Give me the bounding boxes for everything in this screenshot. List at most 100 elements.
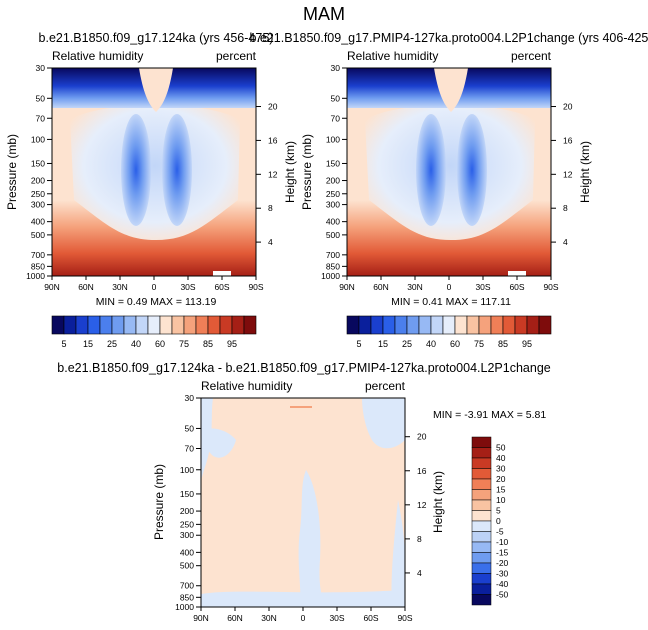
colorbar-label: 20 [496,474,506,484]
colorbar-swatch [471,436,492,448]
colorbar-swatch [382,315,396,335]
colorbar-swatch [111,315,125,335]
colorbar-label: 5 [496,506,501,516]
variable-label: Relative humidity [201,379,292,393]
colorbar-swatch [430,315,444,335]
colorbar-swatch [471,520,492,532]
colorbar-swatch [418,315,432,335]
colorbar-swatch [99,315,113,335]
colorbar-swatch [87,315,101,335]
colorbar-swatch [207,315,221,335]
colorbar-label: 40 [496,453,506,463]
x-axis: 90N 60N 30N 0 30S 60S 90S [339,276,559,292]
colorbar-swatch [471,499,492,511]
height-tick-label: 8 [268,203,273,213]
contour-field [347,68,551,276]
x-axis: 90N 60N 30N 0 30S 60S 90S [193,607,413,623]
pressure-tick-label: 400 [180,547,194,557]
y-axis-right-title: Height (km) [431,471,445,533]
colorbar: 5 15 25 40 60 75 85 95 [51,315,257,349]
y-axis-right-title: Height (km) [578,141,592,203]
height-tick-label: 16 [417,466,427,476]
colorbar-swatch [490,315,504,335]
lat-tick-label: 90S [397,613,412,623]
panel-127ka: b.e21.B1850.f09_g17.PMIP4-127ka.proto004… [249,31,648,349]
colorbar-swatch [406,315,420,335]
colorbar-label: -50 [496,590,509,600]
height-tick-label: 12 [417,500,427,510]
colorbar-swatch [471,478,492,490]
panel-124ka: b.e21.B1850.f09_g17.124ka (yrs 456-475) … [5,31,297,349]
colorbar-swatch [51,315,65,335]
colorbar-swatch [370,315,384,335]
colorbar-label: 60 [450,339,460,349]
colorbar-label: 25 [107,339,117,349]
colorbar-swatch [183,315,197,335]
colorbar-swatch [471,594,492,606]
pressure-tick-label: 100 [180,465,194,475]
colorbar: 5 15 25 40 60 75 85 95 [346,315,552,349]
contour-field [52,68,256,276]
colorbar-label: 25 [402,339,412,349]
height-tick-label: 16 [268,135,278,145]
lat-tick-label: 30S [329,613,344,623]
pressure-tick-label: 300 [31,200,45,210]
y-axis-right: Height (km) 4 8 12 16 20 [551,102,592,247]
negative-region-right-edge [391,500,405,607]
pressure-tick-label: 50 [331,93,341,103]
y-axis-title: Pressure (mb) [5,134,19,210]
pressure-tick-label: 500 [31,230,45,240]
colorbar-swatch [514,315,528,335]
colorbar-label: 10 [496,495,506,505]
colorbar-label: -5 [496,527,504,537]
colorbar-swatch [243,315,257,335]
colorbar-label: 5 [356,339,361,349]
height-tick-label: 4 [563,237,568,247]
pressure-tick-label: 500 [180,561,194,571]
pressure-tick-label: 850 [180,592,194,602]
lat-tick-label: 60S [363,613,378,623]
colorbar-label: 85 [203,339,213,349]
colorbar-swatch [358,315,372,335]
y-axis-right-title: Height (km) [283,141,297,203]
y-axis-title: Pressure (mb) [152,464,166,540]
colorbar-swatch [471,562,492,574]
pressure-tick-label: 300 [326,200,340,210]
colorbar-swatch [123,315,137,335]
colorbar-swatch [471,510,492,522]
colorbar-swatch [471,447,492,459]
pressure-tick-label: 400 [31,217,45,227]
colorbar-swatch [502,315,516,335]
colorbar-label: 5 [61,339,66,349]
colorbar-swatch [135,315,149,335]
variable-label: Relative humidity [52,49,143,63]
dry-subtropics-north [121,114,151,226]
lat-tick-label: 0 [152,282,157,292]
lat-tick-label: 90S [543,282,558,292]
pressure-tick-label: 300 [180,530,194,540]
colorbar-label: 95 [227,339,237,349]
colorbar-swatch [471,573,492,585]
colorbar-label: -40 [496,579,509,589]
height-tick-label: 4 [268,237,273,247]
colorbar-swatch [466,315,480,335]
negative-region-surface [201,590,405,607]
colorbar-swatch [147,315,161,335]
lat-tick-label: 30N [112,282,128,292]
pressure-tick-label: 30 [331,63,341,73]
colorbar-label: 15 [83,339,93,349]
colorbar-label: 95 [522,339,532,349]
pressure-tick-label: 700 [180,581,194,591]
missing-data-patch [213,271,231,276]
pressure-tick-label: 150 [180,489,194,499]
colorbar-swatch [195,315,209,335]
min-max-label: MIN = -3.91 MAX = 5.81 [433,409,546,421]
units-label: percent [511,49,552,63]
colorbar-label: -10 [496,537,509,547]
lat-tick-label: 90N [339,282,355,292]
dry-subtropics-south [457,114,487,226]
lat-tick-label: 30N [407,282,423,292]
height-tick-label: 20 [268,102,278,112]
